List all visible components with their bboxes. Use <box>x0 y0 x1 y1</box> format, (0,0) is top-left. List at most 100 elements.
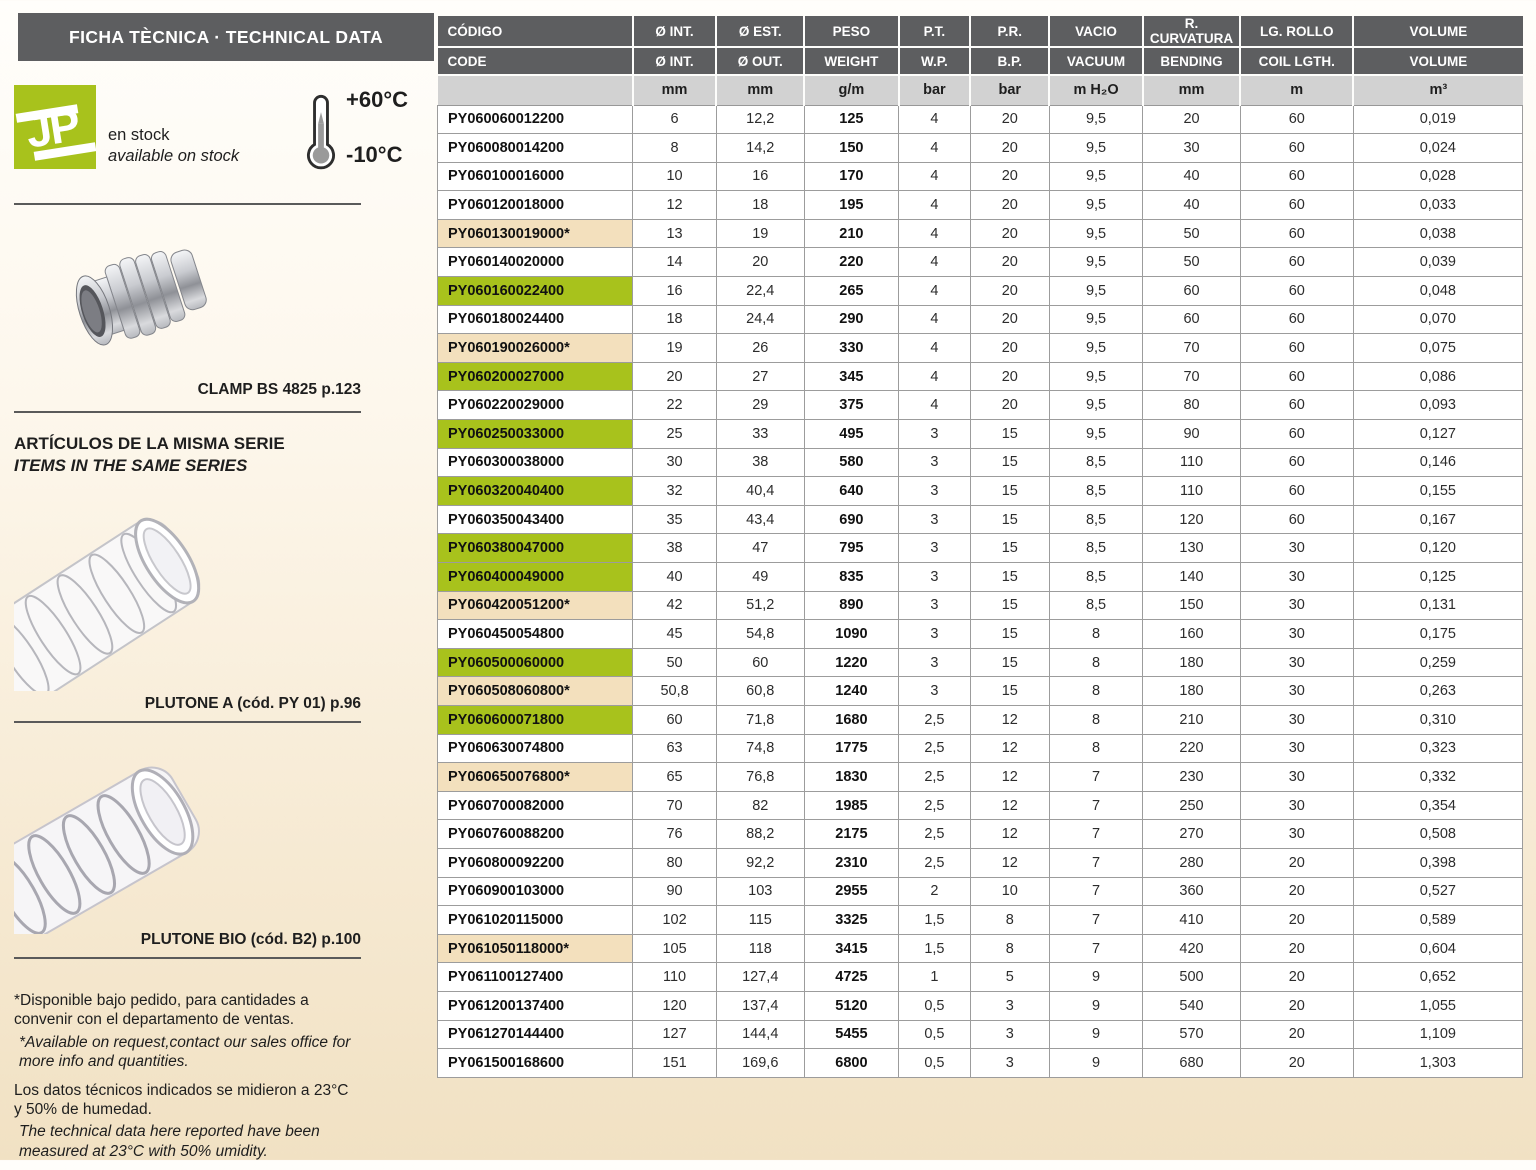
row-value: 20 <box>1239 990 1354 1021</box>
divider <box>14 957 361 959</box>
thermometer-icon <box>307 94 335 170</box>
row-value: 60 <box>1239 390 1354 421</box>
row-value: 0,398 <box>1352 847 1524 878</box>
table-row: PY060320040400 32 40,4 640 3 15 8,5 110 60 0,155 <box>436 476 1524 506</box>
row-value: 12 <box>969 733 1050 764</box>
row-value: 0,5 <box>898 990 971 1021</box>
row-code: PY060700082000 <box>436 790 634 821</box>
row-value: 7 <box>1048 876 1144 907</box>
row-value: 18 <box>632 304 717 335</box>
row-value: 0,093 <box>1352 390 1524 421</box>
row-value: 1220 <box>803 647 900 678</box>
row-value: 15 <box>969 533 1050 563</box>
row-value: 60 <box>1239 304 1354 335</box>
table-row: PY060250033000 25 33 495 3 15 9,5 90 60 0,127 <box>436 419 1524 449</box>
row-value: 2955 <box>803 876 900 907</box>
footnotes: *Disponible bajo pedido, para cantidades… <box>14 991 354 1170</box>
row-value: 210 <box>803 218 900 249</box>
footnote-conditions-en: The technical data here reported have be… <box>19 1123 320 1160</box>
row-value: 3 <box>969 1048 1050 1078</box>
row-value: 12 <box>969 762 1050 792</box>
col-vacio: VACIO <box>1049 16 1144 48</box>
row-value: 15 <box>969 476 1050 506</box>
row-value: 9 <box>1048 990 1144 1021</box>
row-value: 60 <box>632 704 717 735</box>
row-value: 29 <box>715 390 805 421</box>
row-value: 0,086 <box>1352 361 1524 392</box>
row-value: 0,039 <box>1352 247 1524 278</box>
plutone-a-caption: PLUTONE A (cód. PY 01) p.96 <box>144 695 361 712</box>
row-value: 19 <box>715 218 805 249</box>
row-value: 127 <box>632 1019 717 1050</box>
row-value: 20 <box>969 361 1050 392</box>
row-value: 10 <box>969 876 1050 907</box>
row-value: 8,5 <box>1048 590 1144 621</box>
row-value: 30 <box>1239 619 1354 649</box>
row-value: 115 <box>715 905 805 935</box>
row-value: 71,8 <box>715 704 805 735</box>
table-row: PY060220029000 22 29 375 4 20 9,5 80 60 0,093 <box>436 390 1524 421</box>
row-value: 90 <box>632 876 717 907</box>
row-value: 8 <box>632 133 717 163</box>
row-value: 60,8 <box>715 676 805 706</box>
row-value: 12,2 <box>715 104 805 135</box>
col-vacuum: VACUUM <box>1049 47 1144 76</box>
col-pr: P.R. <box>970 16 1051 48</box>
row-value: 12 <box>632 190 717 220</box>
unit-mm3: mm <box>1142 75 1242 106</box>
row-value: 280 <box>1142 847 1241 878</box>
row-value: 180 <box>1142 647 1241 678</box>
row-value: 9 <box>1048 962 1144 992</box>
jp-brand-logo: JP <box>14 85 96 169</box>
technical-data-table: CÓDIGO Ø INT. Ø EST. PESO P.T. P.R. VACI… <box>436 16 1524 1078</box>
table-row: PY060130019000* 13 19 210 4 20 9,5 50 60 0,038 <box>436 218 1524 249</box>
row-value: 0,155 <box>1352 476 1524 506</box>
table-row: PY060190026000* 19 26 330 4 20 9,5 70 60 0,075 <box>436 333 1524 363</box>
clamp-fitting-image <box>75 249 207 346</box>
row-value: 375 <box>803 390 900 421</box>
row-value: 102 <box>632 905 717 935</box>
row-code: PY061200137400 <box>436 990 634 1021</box>
row-value: 0,604 <box>1352 933 1524 964</box>
row-value: 110 <box>1142 447 1241 478</box>
row-value: 30 <box>1239 733 1354 764</box>
row-code: PY060190026000* <box>436 333 634 363</box>
row-value: 24,4 <box>715 304 805 335</box>
col-coil-length: COIL LGTH. <box>1240 47 1355 76</box>
row-value: 20 <box>969 390 1050 421</box>
row-value: 63 <box>632 733 717 764</box>
row-value: 9,5 <box>1048 247 1144 278</box>
row-value: 16 <box>715 161 805 192</box>
table-row: PY060420051200* 42 51,2 890 3 15 8,5 150 30 0,131 <box>436 590 1524 621</box>
table-row: PY060160022400 16 22,4 265 4 20 9,5 60 60 0,048 <box>436 276 1524 306</box>
row-value: 195 <box>803 190 900 220</box>
row-value: 20 <box>969 218 1050 249</box>
row-value: 5120 <box>803 990 900 1021</box>
row-value: 2 <box>898 876 971 907</box>
col-pt: P.T. <box>898 16 972 48</box>
row-value: 180 <box>1142 676 1241 706</box>
table-row: PY061100127400 110 127,4 4725 1 5 9 500 20 0,652 <box>436 962 1524 992</box>
row-value: 210 <box>1142 704 1241 735</box>
row-value: 140 <box>1142 562 1241 592</box>
row-value: 7 <box>1048 819 1144 849</box>
table-row: PY061270144400 127 144,4 5455 0,5 3 9 570 20 1,10… <box>436 1019 1524 1050</box>
row-value: 49 <box>715 562 805 592</box>
row-value: 640 <box>803 476 900 506</box>
row-value: 12 <box>969 704 1050 735</box>
row-value: 120 <box>632 990 717 1021</box>
row-value: 8,5 <box>1048 504 1144 535</box>
row-value: 3 <box>898 619 971 649</box>
row-value: 5455 <box>803 1019 900 1050</box>
stock-availability-label: en stock available on stock <box>108 126 240 165</box>
row-value: 6800 <box>803 1048 900 1078</box>
row-value: 4 <box>898 390 971 421</box>
row-value: 0,038 <box>1352 218 1524 249</box>
row-code: PY060320040400 <box>436 476 634 506</box>
table-row: PY060650076800* 65 76,8 1830 2,5 12 7 230 30 0,33… <box>436 762 1524 792</box>
divider <box>14 411 361 413</box>
row-value: 9,5 <box>1048 361 1144 392</box>
row-value: 0,259 <box>1352 647 1524 678</box>
row-value: 76,8 <box>715 762 805 792</box>
row-value: 60 <box>1239 190 1354 220</box>
